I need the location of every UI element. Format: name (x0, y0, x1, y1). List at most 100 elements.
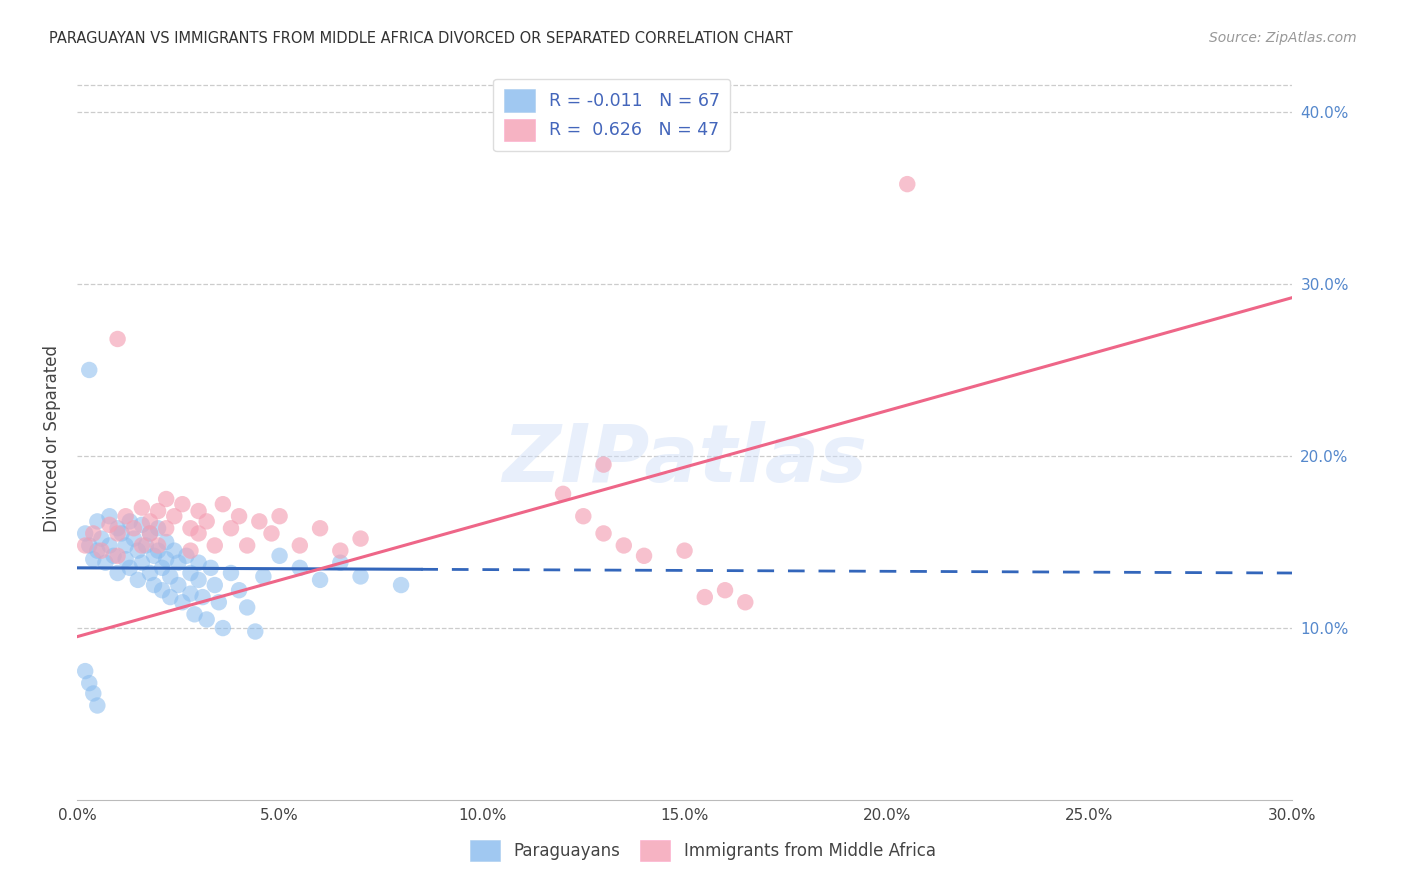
Point (236, 539, 259, 553)
Point (139, 526, 162, 541)
Point (195, 612, 218, 626)
Point (693, 590, 716, 604)
Point (247, 515, 270, 529)
Point (127, 573, 149, 587)
Point (714, 583, 737, 598)
Point (288, 561, 311, 575)
Point (131, 556, 153, 570)
Point (98, 539, 121, 553)
Point (673, 543, 696, 558)
Point (219, 566, 242, 580)
Point (82, 526, 104, 541)
Point (146, 539, 169, 553)
Point (551, 487, 574, 501)
Point (734, 595, 756, 609)
Point (114, 509, 136, 524)
Point (98, 509, 121, 524)
Text: ZIPatlas: ZIPatlas (502, 422, 868, 500)
Point (86, 515, 108, 529)
Point (236, 600, 259, 615)
Point (146, 504, 169, 518)
Point (349, 569, 371, 583)
Point (127, 543, 149, 558)
Point (212, 621, 235, 635)
Point (122, 532, 145, 546)
Point (309, 573, 332, 587)
Point (75, 526, 97, 541)
Point (159, 590, 181, 604)
Point (329, 556, 352, 570)
Point (150, 583, 173, 598)
Text: Source: ZipAtlas.com: Source: ZipAtlas.com (1209, 31, 1357, 45)
Point (572, 509, 595, 524)
Point (896, 177, 918, 191)
Point (98, 517, 121, 532)
Point (75, 539, 97, 553)
Y-axis label: Divorced or Separated: Divorced or Separated (44, 345, 60, 533)
Point (90, 543, 112, 558)
Point (204, 578, 226, 592)
Point (75, 664, 97, 678)
Point (163, 543, 186, 558)
Point (172, 497, 194, 511)
Point (114, 552, 136, 566)
Point (150, 561, 173, 575)
Point (179, 566, 201, 580)
Point (219, 521, 242, 535)
Point (118, 561, 141, 575)
Point (155, 521, 177, 535)
Point (131, 539, 153, 553)
Point (103, 549, 125, 563)
Point (131, 517, 153, 532)
Point (155, 535, 177, 549)
Point (329, 543, 352, 558)
Text: PARAGUAYAN VS IMMIGRANTS FROM MIDDLE AFRICA DIVORCED OR SEPARATED CORRELATION CH: PARAGUAYAN VS IMMIGRANTS FROM MIDDLE AFR… (49, 31, 793, 46)
Point (139, 526, 162, 541)
Point (228, 509, 250, 524)
Point (131, 500, 153, 515)
Point (82, 686, 104, 700)
Point (191, 590, 214, 604)
Point (77, 539, 100, 553)
Point (107, 549, 129, 563)
Point (592, 458, 614, 472)
Point (107, 332, 129, 346)
Point (183, 607, 205, 622)
Point (389, 578, 412, 592)
Point (212, 497, 235, 511)
Point (86, 543, 108, 558)
Point (633, 549, 655, 563)
Point (111, 526, 134, 541)
Point (269, 549, 291, 563)
Point (135, 539, 157, 553)
Point (179, 543, 201, 558)
Point (94, 556, 117, 570)
Legend: Paraguayans, Immigrants from Middle Africa: Paraguayans, Immigrants from Middle Afri… (464, 833, 942, 868)
Point (90, 532, 112, 546)
Point (146, 521, 169, 535)
Point (204, 539, 226, 553)
Point (245, 624, 267, 639)
Point (139, 566, 162, 580)
Point (176, 549, 198, 563)
Point (172, 595, 194, 609)
Point (187, 556, 209, 570)
Legend: R = -0.011   N = 67, R =  0.626   N = 47: R = -0.011 N = 67, R = 0.626 N = 47 (494, 78, 730, 152)
Point (143, 578, 166, 592)
Point (228, 583, 250, 598)
Point (179, 587, 201, 601)
Point (159, 569, 181, 583)
Point (155, 552, 177, 566)
Point (143, 549, 166, 563)
Point (86, 698, 108, 713)
Point (613, 539, 636, 553)
Point (195, 515, 218, 529)
Point (187, 504, 209, 518)
Point (114, 539, 136, 553)
Point (260, 526, 283, 541)
Point (77, 363, 100, 377)
Point (187, 573, 209, 587)
Point (107, 526, 129, 541)
Point (179, 521, 201, 535)
Point (167, 556, 190, 570)
